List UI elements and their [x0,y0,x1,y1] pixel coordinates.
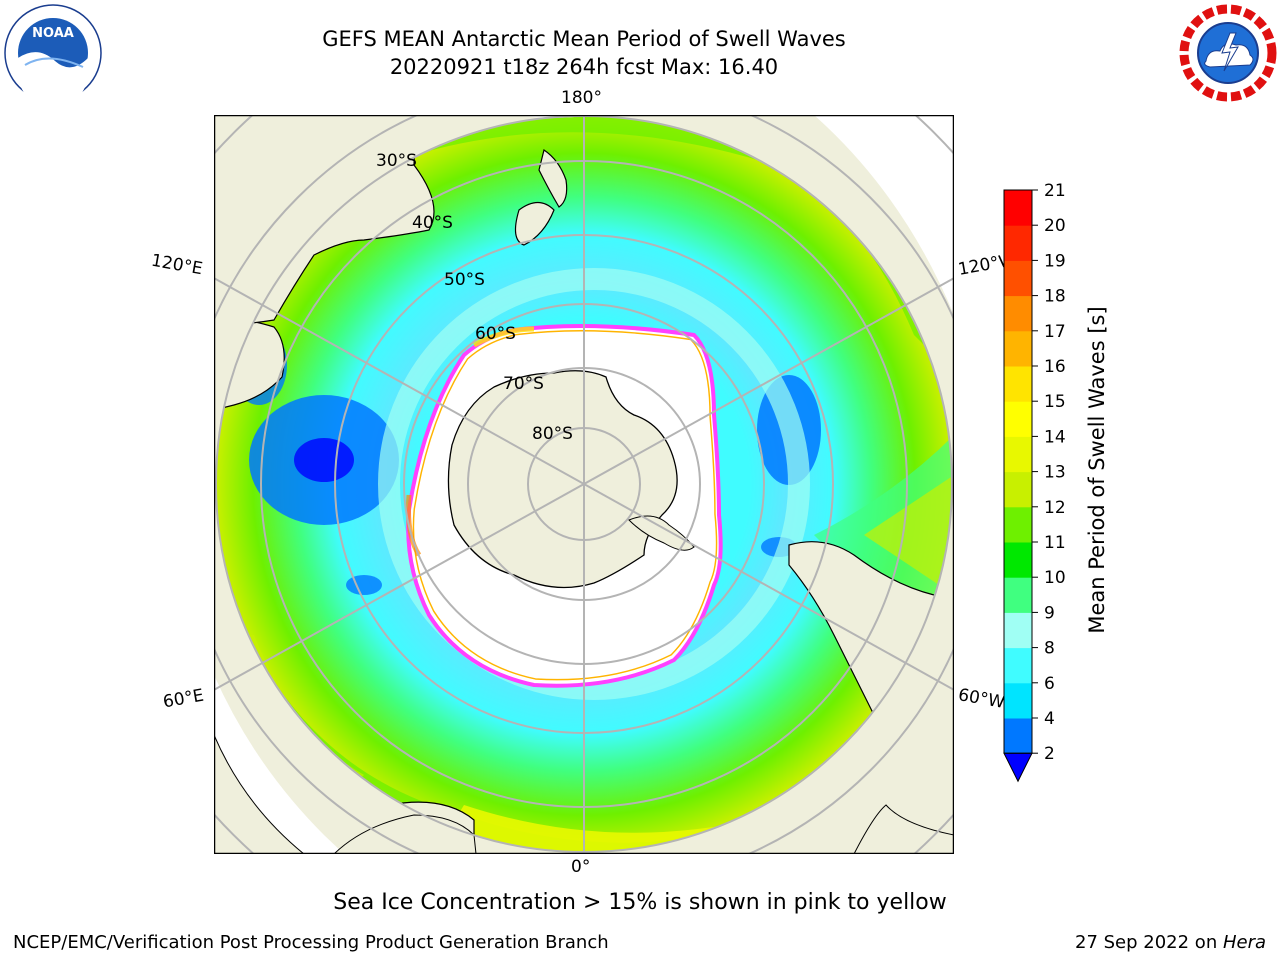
footer-host: Hera [1222,932,1266,953]
colorbar-segment [1004,295,1032,332]
colorbar-segment [1004,471,1032,508]
colorbar-tick-label: 14 [1044,427,1066,447]
colorbar-tick-label: 13 [1044,463,1066,483]
colorbar-segment [1004,190,1032,226]
noaa-logo: NOAA [3,3,103,108]
footer-date-text: 27 Sep 2022 on [1075,932,1223,953]
colorbar-segment [1004,401,1032,437]
colorbar-tick-label: 16 [1044,357,1066,377]
colorbar-segment [1004,436,1032,473]
colorbar-tick-label: 9 [1044,603,1055,623]
lat-label-80s: 80°S [532,424,573,444]
chart-title: GEFS MEAN Antarctic Mean Period of Swell… [322,27,846,51]
colorbar-tick-label: 11 [1044,533,1066,553]
colorbar-label: Mean Period of Swell Waves [s] [1085,306,1109,634]
graticule [214,115,954,854]
lon-label-60e: 60°E [161,685,206,713]
lat-label-70s: 70°S [503,374,544,394]
colorbar-tick-label: 15 [1044,392,1066,412]
colorbar-tick-label: 2 [1044,744,1055,764]
colorbar-tick-label: 4 [1044,709,1055,729]
lon-label-120e: 120°E [149,250,205,280]
colorbar-tick-label: 19 [1044,251,1066,271]
colorbar-extend-arrow [1003,752,1033,783]
colorbar: 2 4 6 8 9 10 11 12 13 14 15 16 17 18 19 20 21 [990,180,1090,794]
colorbar-segment [1004,577,1032,613]
colorbar-segment [1004,260,1032,297]
colorbar-tick-label: 12 [1044,498,1066,518]
noaa-logo-text: NOAA [32,26,74,41]
colorbar-tick-label: 17 [1044,322,1066,342]
colorbar-segment [1004,506,1032,543]
colorbar-segment [1004,718,1032,754]
sea-ice-note: Sea Ice Concentration > 15% is shown in … [333,890,947,915]
colorbar-segment [1004,366,1032,402]
lat-label-60s: 60°S [475,324,516,344]
footer-date: 27 Sep 2022 on Hera [1075,932,1266,953]
colorbar-segment [1004,542,1032,578]
colorbar-segment [1004,225,1032,261]
colorbar-segment [1004,647,1032,684]
footer-credit: NCEP/EMC/Verification Post Processing Pr… [13,932,609,953]
chart-subtitle: 20220921 t18z 264h fcst Max: 16.40 [389,55,779,79]
colorbar-segment [1004,612,1032,649]
colorbar-tick-label: 20 [1044,216,1066,236]
nws-logo [1178,3,1278,107]
polar-map: 180° 0° 120°E 60°E 120°W 60°W 30°S 40°S … [150,88,1017,877]
colorbar-tick-label: 6 [1044,674,1055,694]
lon-label-180: 180° [561,88,602,108]
map-canvas [214,115,954,854]
colorbar-segment [1004,330,1032,367]
lon-label-0: 0° [571,857,591,877]
map-frame [214,115,954,854]
lat-label-30s: 30°S [376,151,417,171]
antarctica-landmass [447,370,678,589]
colorbar-canvas: 2 4 6 8 9 10 11 12 13 14 15 16 17 18 19 20 21 [1003,181,1066,783]
colorbar-tick-label: 8 [1044,639,1055,659]
colorbar-tick-label: 18 [1044,287,1066,307]
new-zealand-landmass [538,149,568,208]
lat-label-40s: 40°S [412,213,453,233]
lat-label-50s: 50°S [444,270,485,290]
colorbar-tick-label: 21 [1044,181,1066,201]
colorbar-tick-label: 10 [1044,568,1066,588]
colorbar-segment [1004,682,1032,719]
